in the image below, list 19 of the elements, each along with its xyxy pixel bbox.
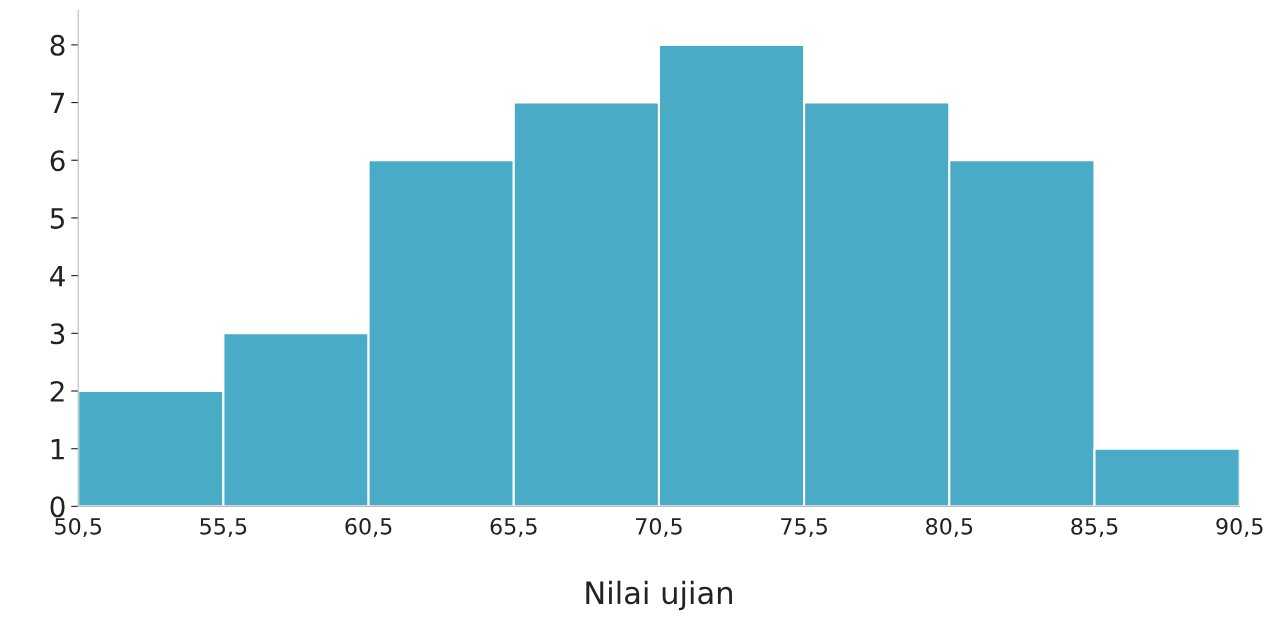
y-tick-label: 7 (51, 92, 65, 114)
x-tick-label: 60,5 (345, 517, 392, 537)
y-tick-label: 1 (51, 439, 64, 460)
x-tick-label: 50,5 (55, 517, 101, 537)
y-tick-label: 0 (50, 496, 65, 518)
x-tick-label: 80,5 (926, 517, 973, 537)
x-tick-label: 85,5 (1071, 517, 1118, 537)
y-tick-label: 5 (50, 208, 64, 229)
y-tick-label: 4 (50, 265, 65, 287)
x-tick-label: 90,5 (1216, 517, 1263, 537)
y-tick-label: 8 (50, 34, 65, 56)
y-tick-label: 3 (50, 323, 65, 345)
x-tick-label: 75,5 (781, 518, 827, 537)
x-tick-label: 70,5 (636, 517, 682, 537)
y-tick-label: 6 (50, 150, 65, 172)
x-tick-label: 65,5 (490, 517, 537, 537)
x-tick-label: 55,5 (200, 518, 247, 537)
y-tick-label: 2 (50, 380, 64, 402)
x-axis-title: Nilai ujian (586, 580, 732, 611)
